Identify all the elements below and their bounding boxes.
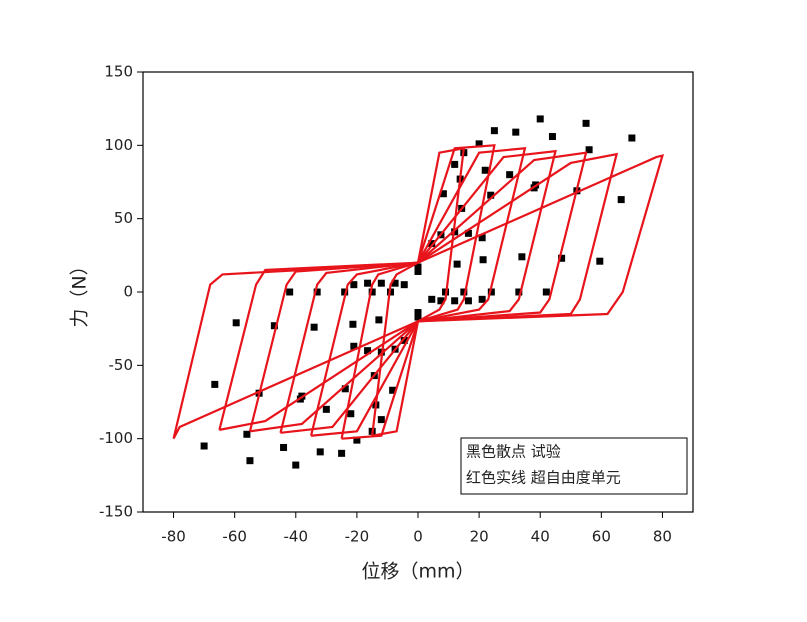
data-point (439, 190, 447, 198)
data-point (464, 229, 472, 237)
data-point (487, 288, 495, 296)
data-point (280, 443, 288, 451)
data-point (364, 279, 372, 287)
data-point (400, 336, 408, 344)
data-point (391, 279, 399, 287)
data-point (389, 386, 397, 394)
data-line (340, 144, 496, 440)
data-point (558, 254, 566, 262)
legend-label: 红色实线 超自由度单元 (466, 469, 621, 487)
data-point (310, 323, 318, 331)
data-point (322, 405, 330, 413)
data-point (350, 281, 358, 289)
data-point (479, 256, 487, 264)
data-point (451, 297, 459, 305)
legend-box (460, 437, 688, 495)
data-point (437, 297, 445, 305)
data-point (350, 342, 358, 350)
y-tick-label: 0 (123, 283, 133, 301)
data-point (353, 436, 361, 444)
x-tick-label: -60 (222, 528, 247, 546)
x-tick-label: -20 (345, 528, 370, 546)
data-point (518, 253, 526, 261)
y-tick-label: 100 (104, 136, 133, 154)
data-point (490, 127, 498, 135)
x-tick-label: -40 (284, 528, 309, 546)
data-point (478, 234, 486, 242)
data-line (309, 147, 527, 437)
data-point (368, 288, 376, 296)
data-point (375, 316, 383, 324)
x-tick-label: 80 (653, 528, 672, 546)
data-point (475, 140, 483, 148)
data-point (542, 288, 550, 296)
data-point (211, 380, 219, 388)
data-point (338, 449, 346, 457)
data-point (628, 134, 636, 142)
data-point (232, 319, 240, 327)
data-point (536, 115, 544, 123)
data-point (548, 133, 556, 141)
data-point (512, 128, 520, 136)
data-point (377, 416, 385, 424)
data-point (364, 347, 372, 355)
x-tick-label: 0 (413, 528, 423, 546)
data-line (218, 152, 619, 431)
data-point (506, 171, 514, 179)
x-axis-label: 位移（mm） (361, 561, 474, 583)
data-point (582, 119, 590, 127)
data-point (414, 311, 422, 319)
y-tick-label: -50 (109, 356, 134, 374)
data-point (200, 442, 208, 450)
data-point (377, 279, 385, 287)
data-point (464, 297, 472, 305)
data-point (428, 240, 436, 248)
data-point (347, 410, 355, 418)
data-line (248, 151, 588, 433)
y-axis-label: 力（N） (69, 256, 91, 327)
x-tick-label: 60 (592, 528, 611, 546)
data-point (414, 265, 422, 273)
x-tick-label: 20 (470, 528, 489, 546)
data-point (292, 461, 300, 469)
y-tick-label: 150 (104, 63, 133, 81)
data-point (349, 320, 357, 328)
data-point (400, 281, 408, 289)
data-line (371, 146, 466, 437)
data-point (428, 295, 436, 303)
data-point (341, 385, 349, 393)
data-point (270, 322, 278, 330)
y-tick-label: 50 (114, 209, 133, 227)
data-line (172, 154, 665, 440)
data-point (515, 288, 523, 296)
data-point (246, 457, 254, 465)
data-point (341, 288, 349, 296)
data-point (243, 430, 251, 438)
data-point (596, 257, 604, 265)
data-point (451, 160, 459, 168)
y-tick-label: -150 (99, 503, 133, 521)
data-point (286, 288, 294, 296)
data-point (481, 166, 489, 174)
x-tick-label: 40 (531, 528, 550, 546)
data-point (478, 295, 486, 303)
data-point (313, 288, 321, 296)
data-point (617, 196, 625, 204)
data-point (487, 191, 495, 199)
data-point (453, 260, 461, 268)
data-line (279, 149, 557, 434)
data-point (316, 448, 324, 456)
y-tick-label: -100 (99, 429, 133, 447)
legend-label: 黑色散点 试验 (466, 443, 561, 461)
x-tick-label: -80 (161, 528, 186, 546)
data-point (585, 146, 593, 154)
data-point (460, 288, 468, 296)
